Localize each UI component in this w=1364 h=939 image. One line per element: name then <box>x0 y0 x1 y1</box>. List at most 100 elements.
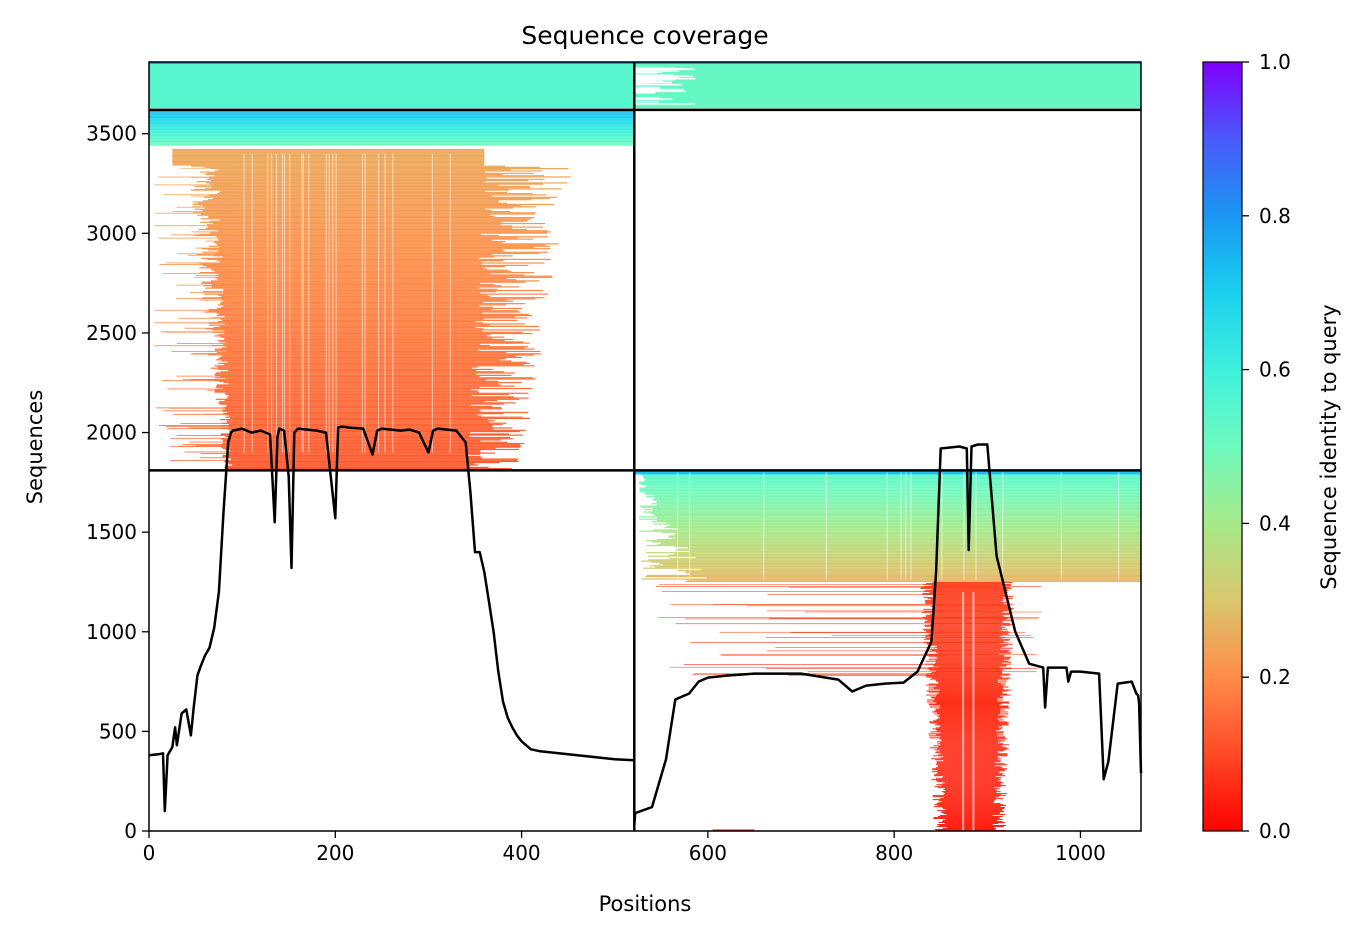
heatmap-row <box>939 815 993 817</box>
heatmap-row <box>212 329 541 331</box>
heatmap-row <box>932 612 1011 614</box>
heatmap-row <box>926 684 1006 686</box>
heatmap-row <box>172 156 485 158</box>
heatmap-row <box>210 195 493 197</box>
chart-title: Sequence coverage <box>521 21 768 50</box>
heatmap-row <box>941 739 999 741</box>
heatmap-row <box>675 532 1141 535</box>
heatmap-row <box>200 263 482 265</box>
heatmap-row <box>158 237 233 239</box>
heatmap-row <box>163 410 233 412</box>
heatmap-row <box>639 482 1141 484</box>
heatmap-gap <box>634 70 680 72</box>
heatmap-row <box>224 460 519 463</box>
heatmap-row <box>223 343 481 345</box>
heatmap-row <box>927 597 1013 599</box>
heatmap-gap <box>634 90 666 93</box>
heatmap-row <box>183 164 233 165</box>
heatmap-gap <box>332 153 334 453</box>
heatmap-row <box>645 495 1141 498</box>
heatmap-row <box>937 766 1001 768</box>
heatmap-row <box>226 421 490 423</box>
heatmap-row <box>224 466 489 469</box>
heatmap-row <box>216 236 548 238</box>
heatmap-row <box>930 678 1009 680</box>
partition-lines <box>149 62 1141 831</box>
heatmap-row <box>218 273 491 275</box>
heatmap-gap <box>634 92 656 94</box>
heatmap-row <box>202 211 511 213</box>
heatmap-row <box>190 353 233 355</box>
heatmap-row <box>214 391 480 393</box>
heatmap-row <box>227 453 480 455</box>
heatmap-row <box>222 354 534 356</box>
heatmap-row <box>208 324 490 326</box>
heatmap-row <box>200 453 233 454</box>
heatmap-row <box>149 130 635 132</box>
heatmap-row <box>675 549 1141 551</box>
heatmap-row <box>934 636 1006 638</box>
heatmap-row <box>684 618 1039 620</box>
heatmap-row <box>204 196 558 198</box>
heatmap-row <box>221 355 517 357</box>
heatmap-row <box>225 416 523 418</box>
heatmap-row <box>149 142 635 144</box>
heatmap-row <box>177 253 233 255</box>
heatmap-row <box>218 334 491 336</box>
heatmap-row <box>652 529 1141 531</box>
heatmap-gap <box>384 153 386 453</box>
heatmap-row <box>197 214 491 216</box>
heatmap-row <box>936 762 996 764</box>
heatmap-row <box>936 764 1008 766</box>
heatmap-row <box>172 153 485 155</box>
heatmap-row <box>931 677 1011 679</box>
heatmap-row <box>214 276 553 278</box>
heatmap-row <box>208 310 519 312</box>
heatmap-row <box>933 775 1006 777</box>
heatmap-row <box>938 822 1005 824</box>
heatmap-row <box>936 803 1001 805</box>
heatmap-row <box>661 591 964 592</box>
heatmap-row <box>221 319 518 321</box>
heatmap-row <box>221 360 512 362</box>
heatmap-row <box>933 818 1000 820</box>
heatmap-row <box>217 320 476 323</box>
heatmap-row <box>939 726 999 728</box>
heatmap-row <box>925 660 1009 662</box>
heatmap-row <box>149 118 635 120</box>
heatmap-row <box>200 282 480 284</box>
heatmap-row <box>924 624 1011 626</box>
heatmap-row <box>674 546 1141 548</box>
heatmap-row <box>218 380 499 382</box>
heatmap-row <box>940 757 999 759</box>
heatmap-block <box>634 62 1141 64</box>
heatmap-row <box>149 121 635 123</box>
heatmap-row <box>649 565 1141 567</box>
heatmap-row <box>199 267 484 269</box>
heatmap-row <box>924 653 999 655</box>
heatmap-row <box>931 671 1003 673</box>
heatmap-row <box>939 707 1010 709</box>
heatmap-row <box>228 423 503 425</box>
heatmap-gap <box>634 100 659 103</box>
heatmap-row <box>934 774 1003 776</box>
heatmap-row <box>215 349 479 351</box>
heatmap-gap <box>634 79 673 81</box>
heatmap-gap <box>243 153 245 453</box>
heatmap-row <box>216 277 508 280</box>
heatmap-row <box>208 177 487 179</box>
heatmap-row <box>197 262 545 264</box>
heatmap-row <box>656 504 1141 506</box>
heatmap-row <box>936 695 1001 697</box>
heatmap-row <box>202 248 551 250</box>
heatmap-row <box>172 211 233 213</box>
heatmap-row <box>674 553 1141 555</box>
heatmap-row <box>172 159 485 161</box>
heatmap-row <box>194 234 499 237</box>
heatmap-row <box>939 714 999 716</box>
heatmap-row <box>178 317 233 319</box>
heatmap-row <box>934 724 1009 726</box>
heatmap-row <box>941 777 1002 779</box>
heatmap-row <box>149 138 635 140</box>
heatmap-row <box>153 322 233 324</box>
